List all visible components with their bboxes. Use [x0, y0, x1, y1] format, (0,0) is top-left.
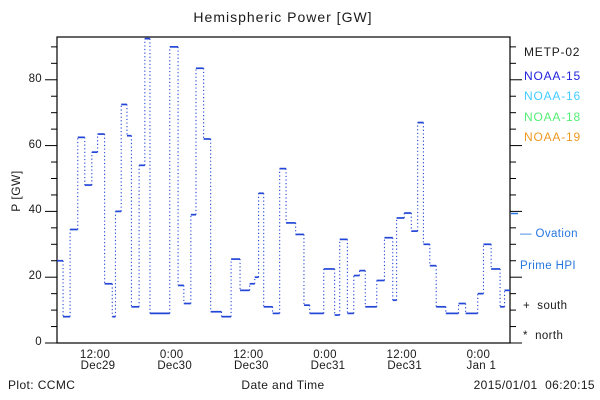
timestamp: 2015/01/01 06:20:15	[473, 378, 595, 392]
legend-item-noaa-19: NOAA-19	[524, 130, 581, 144]
x-tick-label-time: 0:00	[159, 349, 184, 361]
ovation-label-line2: Prime HPI	[520, 259, 576, 272]
x-tick-label-date: Dec30	[233, 360, 269, 372]
ovation-label-line1: — Ovation	[520, 228, 578, 240]
x-tick-label-date: Jan 1	[466, 360, 497, 372]
plot-frame	[56, 36, 511, 344]
legend-item-metp-02: METP-02	[524, 45, 581, 59]
x-tick-label-time: 12:00	[386, 349, 417, 361]
x-tick-label-date: Dec30	[157, 360, 193, 372]
x-tick-label-time: 12:00	[233, 349, 264, 361]
plot-credit: Plot: CCMC	[8, 378, 76, 392]
south-marker-label: + south	[523, 300, 568, 312]
y-tick-label: 0	[35, 336, 42, 348]
legend-item-noaa-15: NOAA-15	[524, 69, 581, 83]
y-axis-title: P [GW]	[9, 170, 23, 212]
x-tick-label-date: Dec31	[310, 360, 346, 372]
ovation-series-label: — Ovation Prime HPI	[520, 208, 578, 292]
y-tick-label: 80	[28, 72, 42, 85]
chart-title: Hemispheric Power [GW]	[193, 9, 373, 25]
legend-item-noaa-16: NOAA-16	[524, 89, 581, 103]
x-tick-label-date: Dec31	[387, 360, 423, 372]
x-tick-label-date: Dec29	[80, 360, 116, 372]
y-tick-label: 60	[28, 138, 42, 151]
x-tick-label-time: 12:00	[79, 349, 111, 361]
legend-item-noaa-18: NOAA-18	[524, 110, 581, 124]
y-tick-label: 40	[28, 204, 42, 217]
x-tick-label-time: 0:00	[466, 349, 491, 361]
x-axis-title: Date and Time	[241, 378, 325, 392]
north-marker-label: * north	[523, 330, 564, 342]
x-tick-label-time: 0:00	[313, 349, 337, 361]
y-tick-label: 20	[28, 270, 42, 283]
